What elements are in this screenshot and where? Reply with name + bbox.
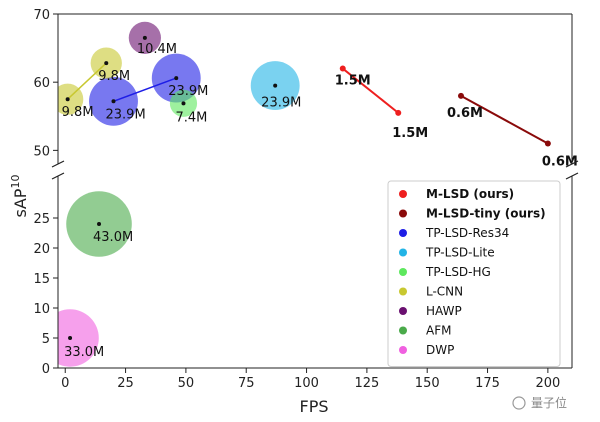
center-3-0 xyxy=(273,83,278,88)
center-2-0 xyxy=(111,99,116,104)
legend-label-0: M-LSD (ours) xyxy=(426,187,514,201)
axis-break-2 xyxy=(565,160,579,168)
legend-label-7: AFM xyxy=(426,324,451,338)
point-label-3-0: 23.9M xyxy=(261,96,301,111)
point-label-2-1: 23.9M xyxy=(168,84,208,99)
x-tick-label-1: 25 xyxy=(117,376,134,391)
y-tick-label-upper-2: 70 xyxy=(33,8,50,23)
center-5-1 xyxy=(104,61,109,66)
legend-label-8: DWP xyxy=(426,343,454,357)
center-8-0 xyxy=(68,336,73,340)
legend-marker-7 xyxy=(399,326,407,335)
point-label-7-0: 43.0M xyxy=(93,230,133,245)
labels-layer: 1.5M1.5M0.6M0.6M23.9M23.9M23.9M7.4M9.8M9… xyxy=(62,42,578,360)
y-tick-label-upper-0: 50 xyxy=(33,144,50,159)
watermark-text: 量子位 xyxy=(531,395,567,410)
point-label-0-0: 1.5M xyxy=(335,74,371,89)
legend-marker-2 xyxy=(399,229,407,237)
series-line-1 xyxy=(460,94,549,145)
y-tick-label-lower-5: 25 xyxy=(33,212,50,227)
lines-layer xyxy=(67,62,549,145)
bubble-8-0 xyxy=(58,309,99,367)
legend-marker-6 xyxy=(399,307,407,315)
x-tick-label-6: 150 xyxy=(415,376,440,391)
point-1-0 xyxy=(457,92,464,99)
x-tick-label-3: 75 xyxy=(238,376,255,391)
y-axis-label-sup: 10 xyxy=(9,175,22,189)
x-tick-label-8: 200 xyxy=(535,376,560,391)
legend-label-2: TP-LSD-Res34 xyxy=(425,226,509,240)
legend-label-5: L-CNN xyxy=(426,285,463,299)
axis-break-0 xyxy=(51,160,65,168)
point-0-1 xyxy=(395,109,402,116)
x-tick-label-7: 175 xyxy=(475,376,500,391)
x-tick-label-5: 125 xyxy=(354,376,379,391)
legend-marker-0 xyxy=(399,190,407,198)
center-2-1 xyxy=(174,76,179,81)
legend: M-LSD (ours) M-LSD-tiny (ours) TP-LSD-Res3… xyxy=(387,180,561,367)
x-axis-label: FPS xyxy=(299,397,328,416)
point-label-5-0: 9.8M xyxy=(62,105,94,120)
watermark: 量子位 xyxy=(512,395,567,410)
series-line-2 xyxy=(113,77,177,102)
x-tick-label-2: 50 xyxy=(178,376,195,391)
y-axis-label: sAP10 xyxy=(9,175,30,218)
point-label-1-0: 0.6M xyxy=(447,106,483,121)
center-7-0 xyxy=(97,222,102,226)
legend-label-6: HAWP xyxy=(426,304,462,318)
series-line-0 xyxy=(342,67,399,114)
legend-marker-1 xyxy=(399,209,407,218)
x-tick-label-0: 0 xyxy=(61,376,69,391)
point-label-0-1: 1.5M xyxy=(392,126,428,141)
y-tick-label-lower-1: 5 xyxy=(42,332,50,347)
center-4-0 xyxy=(181,101,186,106)
point-label-2-0: 23.9M xyxy=(106,107,146,122)
point-label-6-0: 10.4M xyxy=(137,42,177,57)
axis-break-3 xyxy=(565,172,579,180)
y-tick-label-lower-3: 15 xyxy=(33,272,50,287)
point-0-0 xyxy=(339,65,346,72)
legend-label-1: M-LSD-tiny (ours) xyxy=(426,207,546,221)
y-axis-label-main: sAP xyxy=(11,188,30,217)
svg-text:sAP10: sAP10 xyxy=(9,175,30,218)
point-label-8-0: 33.0M xyxy=(64,345,104,360)
axis-break-1 xyxy=(51,172,65,180)
legend-marker-3 xyxy=(399,248,407,257)
y-tick-label-lower-0: 0 xyxy=(42,362,50,377)
legend-label-3: TP-LSD-Lite xyxy=(425,246,495,260)
center-5-0 xyxy=(65,97,70,102)
bubbles-layer xyxy=(58,21,300,367)
y-tick-label-lower-4: 20 xyxy=(33,242,50,257)
legend-marker-8 xyxy=(399,346,407,354)
centers-layer xyxy=(65,35,551,340)
point-label-4-0: 7.4M xyxy=(175,110,207,125)
legend-marker-5 xyxy=(399,287,407,296)
point-label-5-1: 9.8M xyxy=(98,69,130,84)
legend-label-4: TP-LSD-HG xyxy=(425,265,491,279)
center-6-0 xyxy=(142,35,147,40)
axes-layer: 50 60 70 0 5 10 15 20 25 0 25 50 75 100 125 150 175 200 xyxy=(33,8,579,391)
watermark-icon xyxy=(512,396,526,410)
point-1-1 xyxy=(544,140,551,147)
y-tick-label-upper-1: 60 xyxy=(33,76,50,91)
x-tick-label-4: 100 xyxy=(294,376,319,391)
legend-marker-4 xyxy=(399,268,407,276)
y-tick-label-lower-2: 10 xyxy=(33,302,50,317)
legend-box xyxy=(387,180,561,367)
series-line-5 xyxy=(67,62,107,100)
